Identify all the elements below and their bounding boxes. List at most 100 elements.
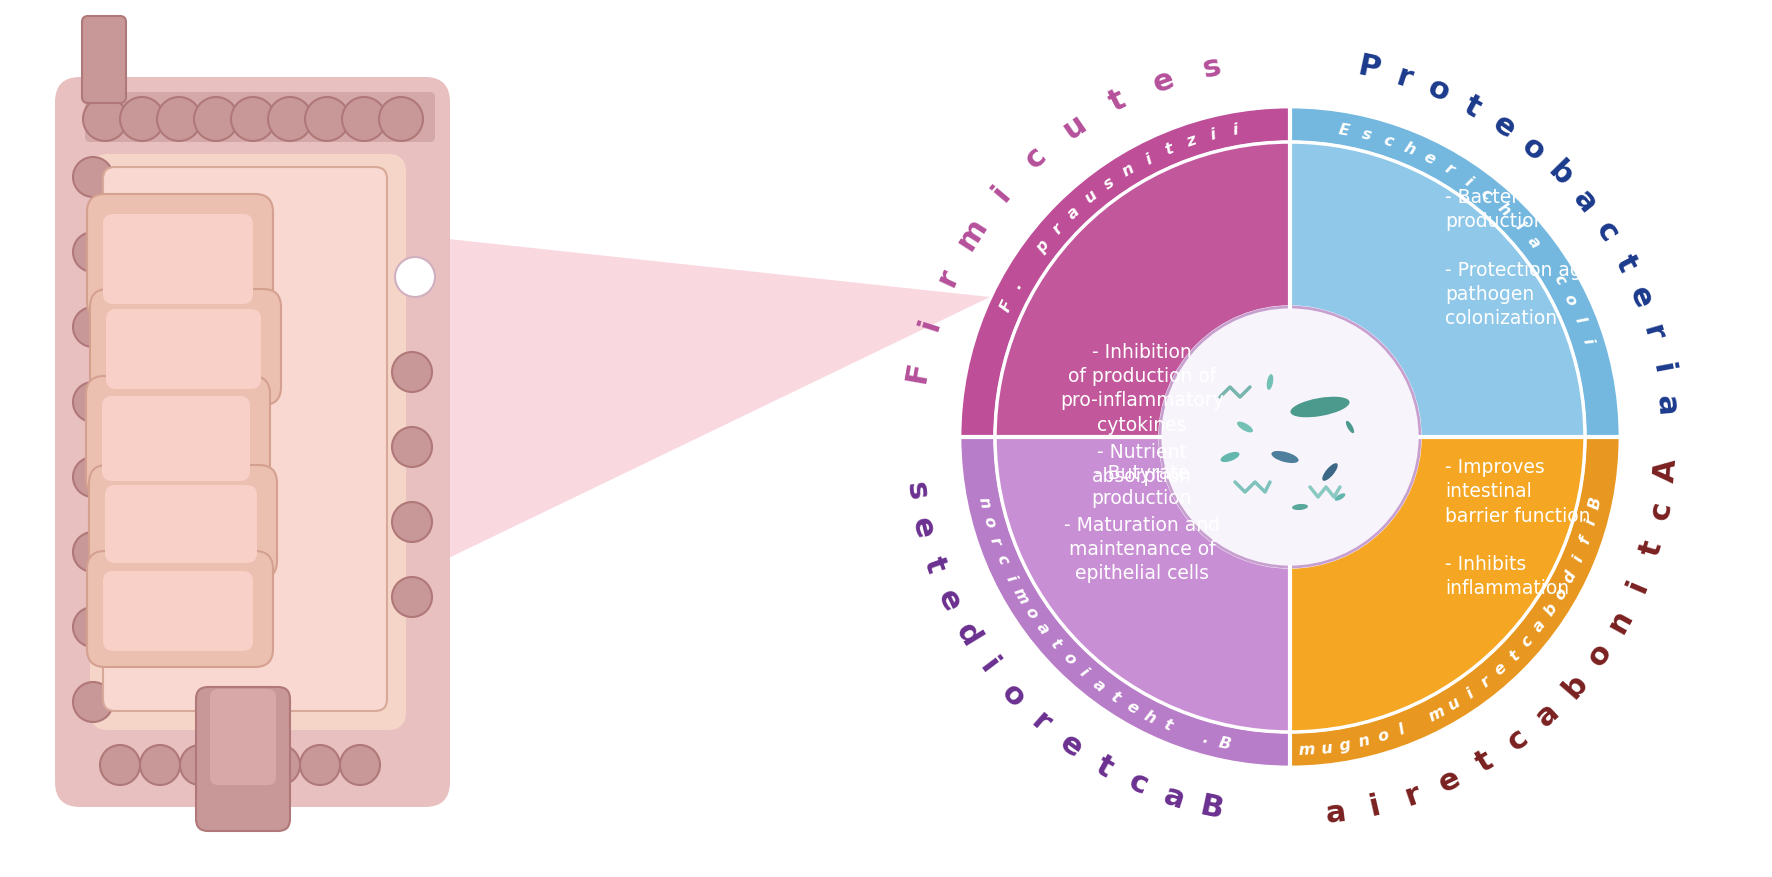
Text: u: u <box>1444 694 1462 713</box>
Text: t: t <box>1506 647 1522 663</box>
Circle shape <box>1161 308 1419 567</box>
FancyBboxPatch shape <box>55 78 450 807</box>
Text: e: e <box>1492 660 1510 678</box>
Text: t: t <box>918 553 950 576</box>
Text: B: B <box>1198 790 1226 824</box>
Text: a: a <box>1566 184 1602 218</box>
Text: E: E <box>1338 122 1350 139</box>
Text: p: p <box>1033 238 1053 256</box>
Text: i: i <box>1512 218 1527 232</box>
Text: t: t <box>1636 537 1667 560</box>
Text: i: i <box>1464 685 1476 701</box>
Circle shape <box>220 745 260 785</box>
Text: B: B <box>1217 734 1233 752</box>
Text: n: n <box>1602 604 1639 637</box>
FancyBboxPatch shape <box>103 168 386 711</box>
Text: c: c <box>1644 498 1676 521</box>
Ellipse shape <box>1290 397 1350 417</box>
Text: i: i <box>975 652 1003 679</box>
Text: c: c <box>994 553 1012 567</box>
Text: c: c <box>1380 132 1395 150</box>
Circle shape <box>392 353 432 393</box>
Text: e: e <box>1487 109 1520 144</box>
Text: c: c <box>1019 141 1053 175</box>
Text: i: i <box>1143 151 1154 168</box>
FancyBboxPatch shape <box>87 552 273 667</box>
Circle shape <box>395 258 434 297</box>
Text: h: h <box>1141 707 1159 725</box>
Text: o: o <box>980 515 998 529</box>
Text: - Inhibition
of production of
pro-inflammatory
cytokines

- Butyrate
production: - Inhibition of production of pro-inflam… <box>1060 343 1224 507</box>
Text: i: i <box>1582 517 1598 526</box>
Circle shape <box>392 577 432 617</box>
Text: r: r <box>932 264 964 290</box>
FancyBboxPatch shape <box>90 289 282 405</box>
Text: g: g <box>1338 737 1352 753</box>
Text: u: u <box>1320 739 1333 756</box>
FancyBboxPatch shape <box>90 155 406 731</box>
Text: r: r <box>987 535 1003 547</box>
Text: a: a <box>1324 796 1348 828</box>
Text: F: F <box>998 297 1015 314</box>
Text: m: m <box>952 212 992 255</box>
Text: e: e <box>907 514 939 541</box>
Text: t: t <box>1047 636 1063 652</box>
Text: n: n <box>1357 732 1372 749</box>
Circle shape <box>268 98 312 142</box>
Text: i: i <box>1077 665 1090 680</box>
Text: r: r <box>1442 160 1457 177</box>
Ellipse shape <box>1221 453 1239 462</box>
Circle shape <box>193 98 237 142</box>
Text: r: r <box>1026 706 1056 738</box>
Wedge shape <box>960 438 1290 767</box>
Text: c: c <box>1478 186 1496 203</box>
Text: F: F <box>902 360 934 385</box>
Text: a: a <box>1531 617 1549 634</box>
Text: r: r <box>1402 779 1425 810</box>
FancyBboxPatch shape <box>103 571 253 652</box>
FancyBboxPatch shape <box>197 688 291 831</box>
FancyBboxPatch shape <box>103 215 253 304</box>
Text: z: z <box>1184 132 1198 150</box>
Text: t: t <box>1161 717 1175 733</box>
Text: m: m <box>1297 741 1315 757</box>
Text: i: i <box>914 314 944 333</box>
Text: a: a <box>1531 696 1565 731</box>
Text: i: i <box>1232 122 1240 138</box>
Circle shape <box>73 607 113 647</box>
Circle shape <box>181 745 220 785</box>
Text: b: b <box>1558 667 1593 702</box>
Text: i: i <box>1366 790 1384 821</box>
Circle shape <box>299 745 340 785</box>
Text: r: r <box>1049 221 1065 237</box>
Text: r: r <box>1478 673 1494 689</box>
Circle shape <box>158 98 200 142</box>
Text: e: e <box>932 584 966 616</box>
Text: t: t <box>1162 141 1177 158</box>
Circle shape <box>379 98 424 142</box>
Text: i: i <box>1623 574 1653 595</box>
Text: m: m <box>1010 584 1031 606</box>
Circle shape <box>73 382 113 423</box>
Text: i: i <box>1570 553 1586 563</box>
Text: a: a <box>1065 203 1083 222</box>
FancyBboxPatch shape <box>89 466 276 580</box>
Text: b: b <box>1542 156 1579 192</box>
Text: r: r <box>1393 61 1416 94</box>
FancyBboxPatch shape <box>87 376 269 497</box>
FancyBboxPatch shape <box>105 486 257 563</box>
Text: i: i <box>1579 336 1595 346</box>
Text: i: i <box>1646 360 1676 375</box>
Text: B: B <box>1588 495 1604 510</box>
Wedge shape <box>1290 438 1584 732</box>
Wedge shape <box>1290 438 1620 767</box>
Circle shape <box>392 503 432 542</box>
Wedge shape <box>1290 143 1584 438</box>
Text: e: e <box>1148 65 1178 99</box>
Text: d: d <box>1561 567 1579 584</box>
Text: o: o <box>1561 291 1579 308</box>
Circle shape <box>340 745 379 785</box>
Text: l: l <box>1396 721 1407 738</box>
Text: P: P <box>1356 52 1382 85</box>
Circle shape <box>305 98 349 142</box>
